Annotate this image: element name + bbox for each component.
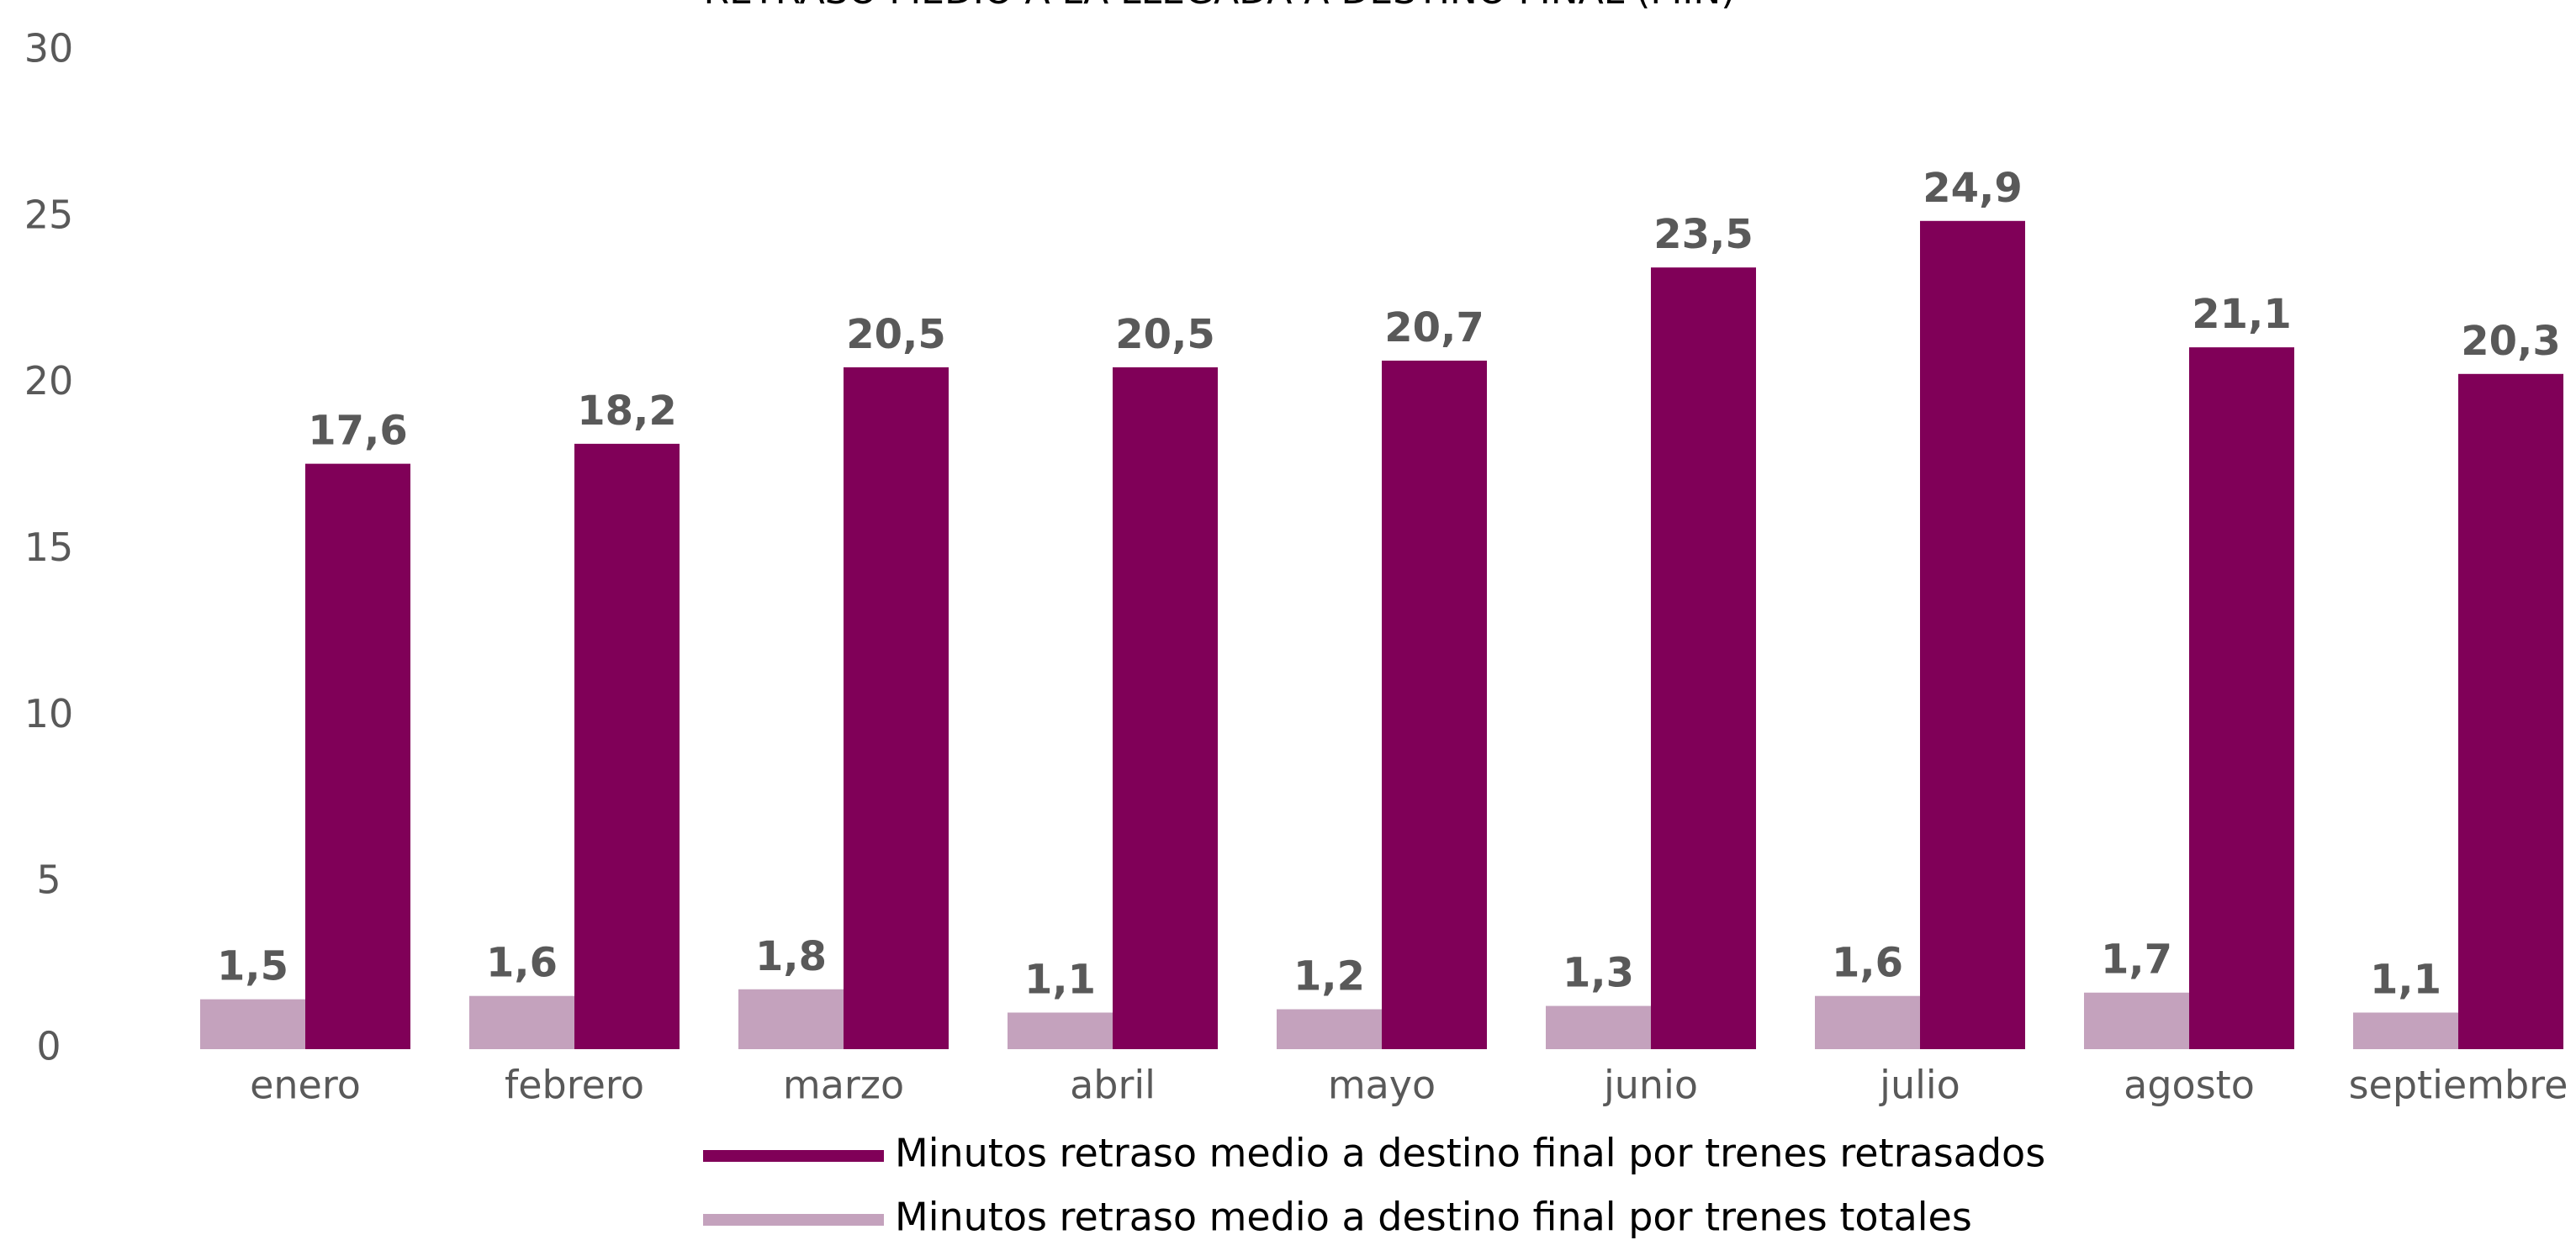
bar: [469, 995, 574, 1049]
data-label: 17,6: [308, 408, 407, 455]
bar: [200, 999, 305, 1049]
bar: [1382, 360, 1487, 1050]
bar: [2189, 347, 2294, 1050]
y-tick-label: 30: [24, 26, 74, 71]
legend-label: Minutos retraso medio a destino final po…: [895, 1195, 1972, 1240]
bar: [738, 989, 844, 1049]
x-tick-label: febrero: [505, 1063, 644, 1108]
data-label: 1,6: [1832, 940, 1903, 987]
data-label: 1,1: [1024, 956, 1096, 1003]
x-tick-label: julio: [1879, 1063, 1960, 1108]
data-label: 1,7: [2101, 937, 2172, 984]
bar: [1651, 267, 1756, 1049]
bar: [1008, 1012, 1113, 1049]
bar: [1920, 220, 2025, 1049]
bar: [2084, 992, 2189, 1049]
bar: [844, 367, 949, 1050]
x-tick-label: mayo: [1328, 1063, 1436, 1108]
x-tick-label: septiembre: [2349, 1063, 2568, 1108]
bar: [305, 463, 410, 1049]
legend-label: Minutos retraso medio a destino final po…: [895, 1131, 2045, 1176]
data-label: 1,2: [1293, 953, 1365, 1000]
bar: [574, 443, 680, 1049]
data-label: 1,5: [217, 943, 288, 990]
data-label: 1,3: [1563, 950, 1634, 997]
x-tick-label: junio: [1603, 1063, 1698, 1108]
bar: [2353, 1012, 2458, 1049]
y-tick-label: 10: [24, 691, 74, 736]
bar: [2458, 373, 2563, 1050]
x-tick-label: enero: [250, 1063, 361, 1108]
y-tick-label: 20: [24, 358, 74, 404]
data-label: 23,5: [1653, 211, 1753, 258]
bar: [1277, 1009, 1382, 1049]
x-tick-label: marzo: [783, 1063, 904, 1108]
x-tick-label: abril: [1070, 1063, 1156, 1108]
data-label: 20,5: [846, 311, 945, 358]
y-tick-label: 15: [24, 525, 74, 570]
bar: [1113, 367, 1218, 1050]
data-label: 24,9: [1923, 165, 2022, 212]
bar: [1546, 1005, 1651, 1049]
data-label: 18,2: [577, 388, 676, 435]
data-label: 1,8: [755, 933, 827, 980]
y-tick-label: 5: [36, 857, 61, 903]
data-label: 20,3: [2461, 318, 2560, 365]
data-label: 20,7: [1384, 304, 1484, 351]
data-label: 1,1: [2370, 956, 2441, 1003]
y-tick-label: 0: [36, 1024, 61, 1069]
data-label: 20,5: [1115, 311, 1214, 358]
x-tick-label: agosto: [2124, 1063, 2255, 1108]
data-label: 21,1: [2192, 291, 2291, 338]
bar: [1815, 995, 1920, 1049]
data-label: 1,6: [486, 940, 558, 987]
y-tick-label: 25: [24, 192, 74, 237]
chart-title: RETRASO MEDIO A LA LLEGADA A DESTINO FIN…: [704, 0, 1736, 13]
